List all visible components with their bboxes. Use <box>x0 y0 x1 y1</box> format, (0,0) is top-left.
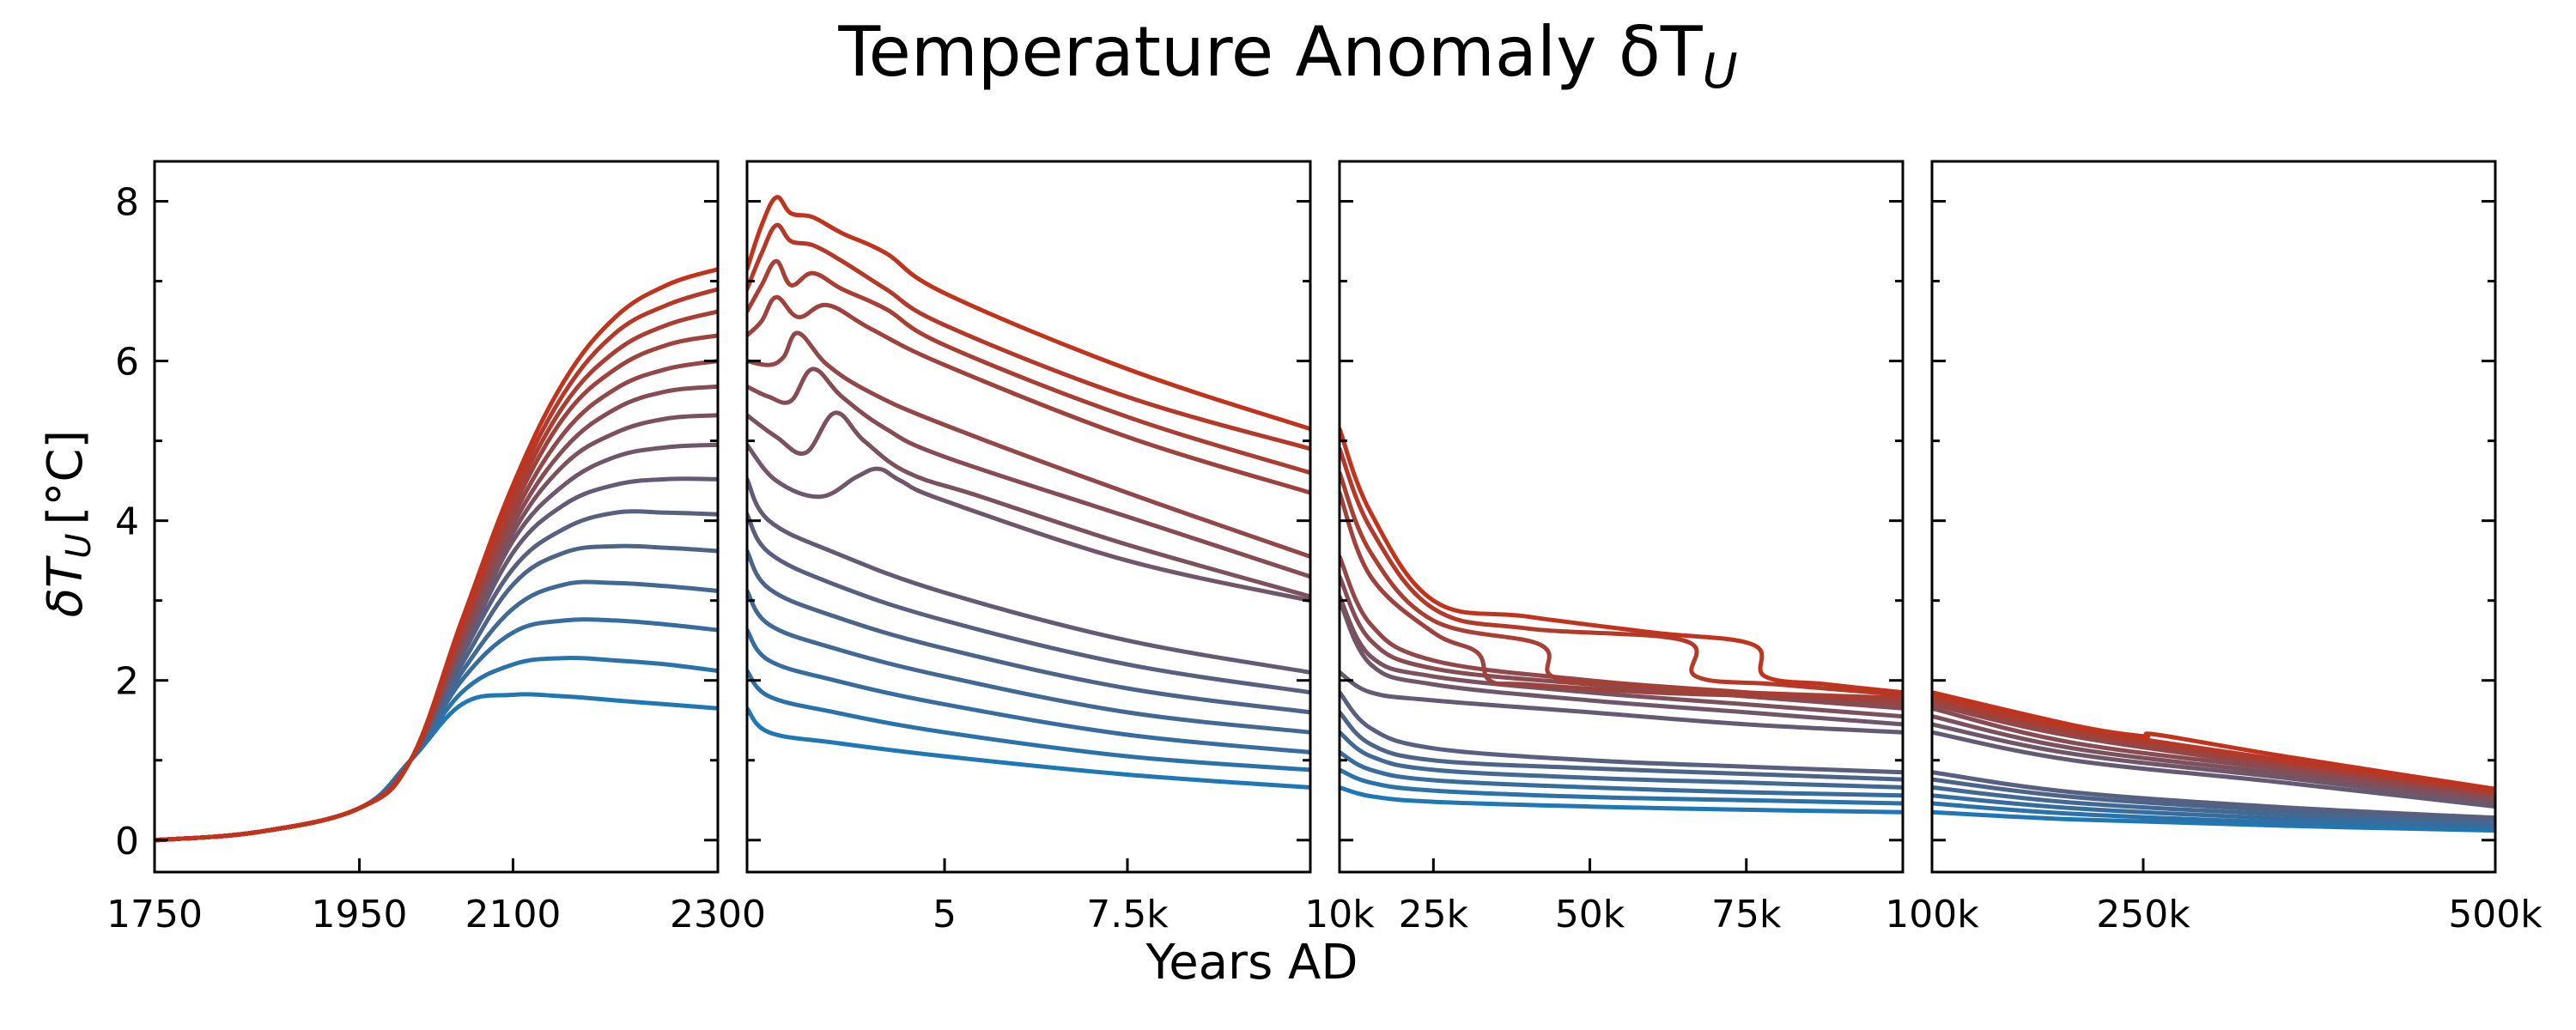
panels: 0 2 4 6 8 1750 1950 2100 2300 5 7.5k 10k 25k 50k 75k 10… <box>106 160 2543 936</box>
series-line <box>155 309 718 843</box>
series-line <box>155 476 718 843</box>
series-line <box>1932 690 2495 791</box>
series-line <box>155 333 718 843</box>
panel-2-series <box>747 195 1310 790</box>
series-line <box>747 512 1310 695</box>
series-line <box>155 359 718 843</box>
y-axis-label: δTU[°C] <box>38 430 99 618</box>
series-line <box>1932 801 2495 831</box>
series-line <box>747 330 1310 559</box>
y-tick-label: 4 <box>115 500 139 544</box>
series-line <box>1932 706 2495 800</box>
series-line <box>155 442 718 843</box>
y-tick-label: 8 <box>115 181 139 225</box>
series-line <box>747 410 1310 599</box>
x-tick-label: 25k <box>1399 893 1469 936</box>
series-line <box>1340 690 1903 775</box>
series-line <box>1340 785 1903 815</box>
series-line <box>747 476 1310 675</box>
series-line <box>1340 470 1903 700</box>
series-line <box>1932 785 2495 826</box>
panel-frame <box>1930 160 2497 874</box>
series-line <box>747 627 1310 754</box>
series-line <box>1340 598 1903 727</box>
series-line <box>1340 749 1903 798</box>
x-tick-label: 75k <box>1711 893 1782 936</box>
series-line <box>747 222 1310 451</box>
series-line <box>747 669 1310 772</box>
series-line <box>1932 770 2495 821</box>
series-line <box>1340 767 1903 806</box>
panel-3-series <box>1340 427 1903 815</box>
y-tick-label: 6 <box>115 341 139 385</box>
series-line <box>1340 594 1903 719</box>
series-line <box>155 656 718 843</box>
series-line <box>1340 574 1903 711</box>
series-line <box>1340 446 1903 697</box>
series-line <box>1932 793 2495 828</box>
x-tick-label: 2300 <box>670 893 766 936</box>
series-line <box>1932 722 2495 806</box>
x-tick-label: 7.5k <box>1086 893 1169 936</box>
panel-frame <box>1338 160 1905 874</box>
series-line <box>1932 730 2495 809</box>
y-tick-label: 2 <box>115 660 139 704</box>
series-line <box>1340 427 1903 695</box>
series-line <box>1340 730 1903 790</box>
series-line <box>747 294 1310 495</box>
x-tick-label: 500k <box>2448 893 2543 936</box>
series-line <box>1932 714 2495 803</box>
series-line <box>747 195 1310 432</box>
series-line <box>155 384 718 843</box>
x-tick-label: 5 <box>933 893 957 936</box>
series-line <box>1932 809 2495 833</box>
panel-frame <box>745 160 1312 874</box>
series-line <box>747 442 1310 603</box>
x-tick-label: 2100 <box>465 893 561 936</box>
x-tick-label: 100k <box>1885 893 1979 936</box>
panel-frame <box>153 160 720 874</box>
series-line <box>1340 710 1903 782</box>
series-line <box>1932 693 2495 793</box>
panel-1-series <box>155 267 718 843</box>
series-line <box>747 367 1310 579</box>
series-line <box>1340 670 1903 735</box>
x-axis-label: Years AD <box>1145 935 1358 991</box>
series-line <box>747 548 1310 715</box>
series-line <box>1932 777 2495 822</box>
series-line <box>747 258 1310 476</box>
series-line <box>155 413 718 843</box>
series-line <box>1340 490 1903 703</box>
series-line <box>747 589 1310 735</box>
series-line <box>155 287 718 843</box>
panel-4-series <box>1932 690 2495 833</box>
series-line <box>155 267 718 843</box>
x-tick-label: 1950 <box>312 893 408 936</box>
x-tick-label: 50k <box>1555 893 1625 936</box>
y-tick-label: 0 <box>115 820 139 863</box>
chart-title: Temperature Anomaly δTU <box>837 12 1737 100</box>
x-tick-label: 1750 <box>106 893 203 936</box>
x-tick-label: 10k <box>1304 893 1375 936</box>
x-tick-label: 250k <box>2096 893 2190 936</box>
series-line <box>747 706 1310 790</box>
series-line <box>155 509 718 843</box>
